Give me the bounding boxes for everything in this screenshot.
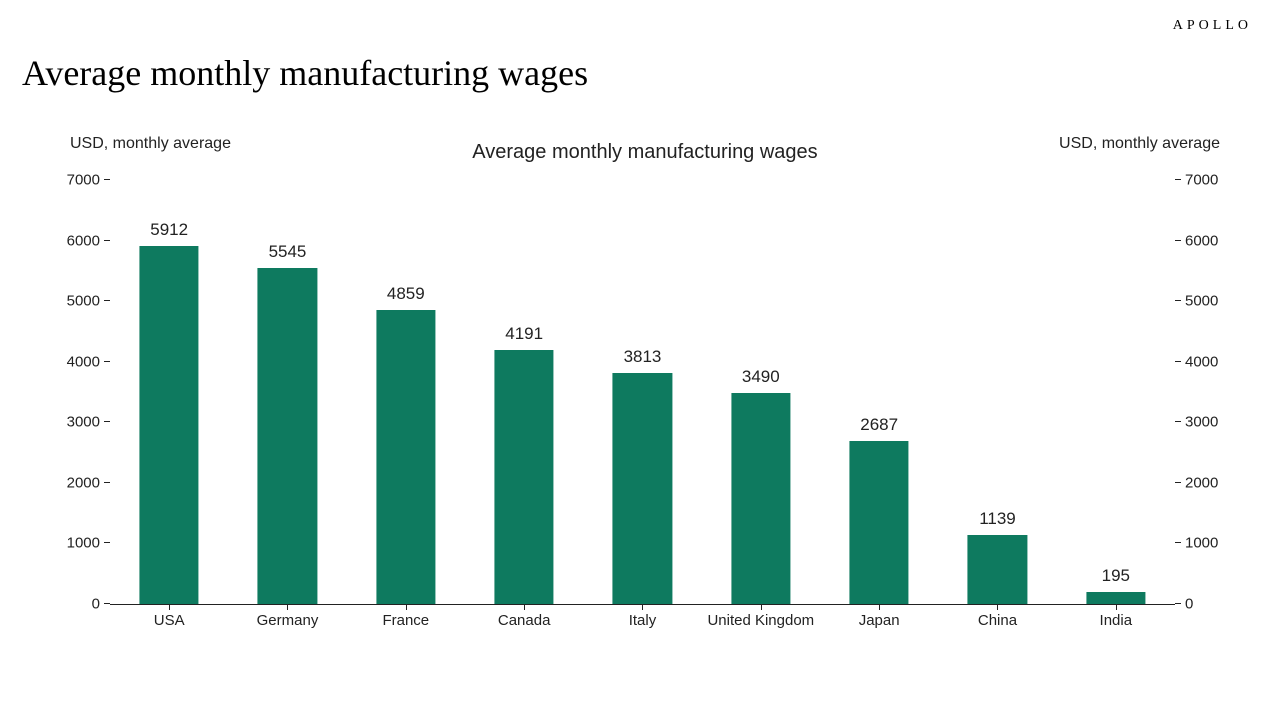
x-tickmark <box>997 604 998 610</box>
x-tickmark <box>761 604 762 610</box>
bar <box>731 393 790 604</box>
bar-value-label: 3813 <box>624 347 662 367</box>
category-label: India <box>1100 612 1133 629</box>
y-tick-right: 1000 <box>1185 536 1218 551</box>
y-tick-right: 4000 <box>1185 354 1218 369</box>
plot-area: 0010001000200020003000300040004000500050… <box>110 180 1175 605</box>
bar <box>1086 592 1145 604</box>
category-label: France <box>382 612 429 629</box>
y-tick-left: 0 <box>50 597 100 612</box>
bar-value-label: 3490 <box>742 367 780 387</box>
bar-slot: 4859France <box>347 180 465 604</box>
category-label: Italy <box>629 612 657 629</box>
wages-bar-chart: USD, monthly average Average monthly man… <box>70 135 1220 645</box>
y-tick-left: 1000 <box>50 536 100 551</box>
y-tick-right: 7000 <box>1185 173 1218 188</box>
chart-title: Average monthly manufacturing wages <box>70 141 1220 164</box>
bar-slot: 3813Italy <box>583 180 701 604</box>
category-label: United Kingdom <box>707 612 814 629</box>
bar-value-label: 5912 <box>150 220 188 240</box>
x-tickmark <box>1116 604 1117 610</box>
brand-logo: APOLLO <box>1173 18 1252 34</box>
y-tickmark-right <box>1175 361 1181 362</box>
bar <box>376 310 435 604</box>
y-tick-left: 5000 <box>50 294 100 309</box>
bar-value-label: 5545 <box>269 242 307 262</box>
x-tickmark <box>642 604 643 610</box>
y-tickmark-right <box>1175 300 1181 301</box>
bar <box>850 441 909 604</box>
y-tickmark-right <box>1175 421 1181 422</box>
y-tick-right: 5000 <box>1185 294 1218 309</box>
y-tick-left: 7000 <box>50 173 100 188</box>
y-tickmark-right <box>1175 542 1181 543</box>
y-tick-right: 6000 <box>1185 233 1218 248</box>
y-tickmark-right <box>1175 603 1181 604</box>
y-tick-right: 0 <box>1185 597 1193 612</box>
category-label: Canada <box>498 612 551 629</box>
y-tickmark-right <box>1175 179 1181 180</box>
category-label: China <box>978 612 1017 629</box>
bar <box>968 535 1027 604</box>
bar-slot: 5545Germany <box>228 180 346 604</box>
bar-slot: 5912USA <box>110 180 228 604</box>
bar-value-label: 195 <box>1102 566 1130 586</box>
x-tickmark <box>879 604 880 610</box>
x-tickmark <box>287 604 288 610</box>
bar-value-label: 1139 <box>979 509 1016 529</box>
y-tick-right: 3000 <box>1185 415 1218 430</box>
bar <box>495 350 554 604</box>
y-tick-left: 2000 <box>50 475 100 490</box>
bar-slot: 195India <box>1057 180 1175 604</box>
category-label: USA <box>154 612 185 629</box>
y-tickmark-right <box>1175 240 1181 241</box>
bar <box>258 268 317 604</box>
bar-value-label: 4191 <box>505 324 543 344</box>
category-label: Japan <box>859 612 900 629</box>
y-tick-right: 2000 <box>1185 475 1218 490</box>
bar-slot: 3490United Kingdom <box>702 180 820 604</box>
bar-value-label: 4859 <box>387 284 425 304</box>
x-tickmark <box>406 604 407 610</box>
bar <box>140 246 199 604</box>
y-tickmark-right <box>1175 482 1181 483</box>
x-tickmark <box>524 604 525 610</box>
bar-slot: 2687Japan <box>820 180 938 604</box>
bar-value-label: 2687 <box>860 415 898 435</box>
bar-slot: 1139China <box>938 180 1056 604</box>
category-label: Germany <box>257 612 319 629</box>
y-tick-left: 6000 <box>50 233 100 248</box>
y-tick-left: 4000 <box>50 354 100 369</box>
y-axis-label-right: USD, monthly average <box>1059 135 1220 153</box>
y-tick-left: 3000 <box>50 415 100 430</box>
x-tickmark <box>169 604 170 610</box>
bar-slot: 4191Canada <box>465 180 583 604</box>
page-title: Average monthly manufacturing wages <box>22 52 588 94</box>
bar <box>613 373 672 604</box>
